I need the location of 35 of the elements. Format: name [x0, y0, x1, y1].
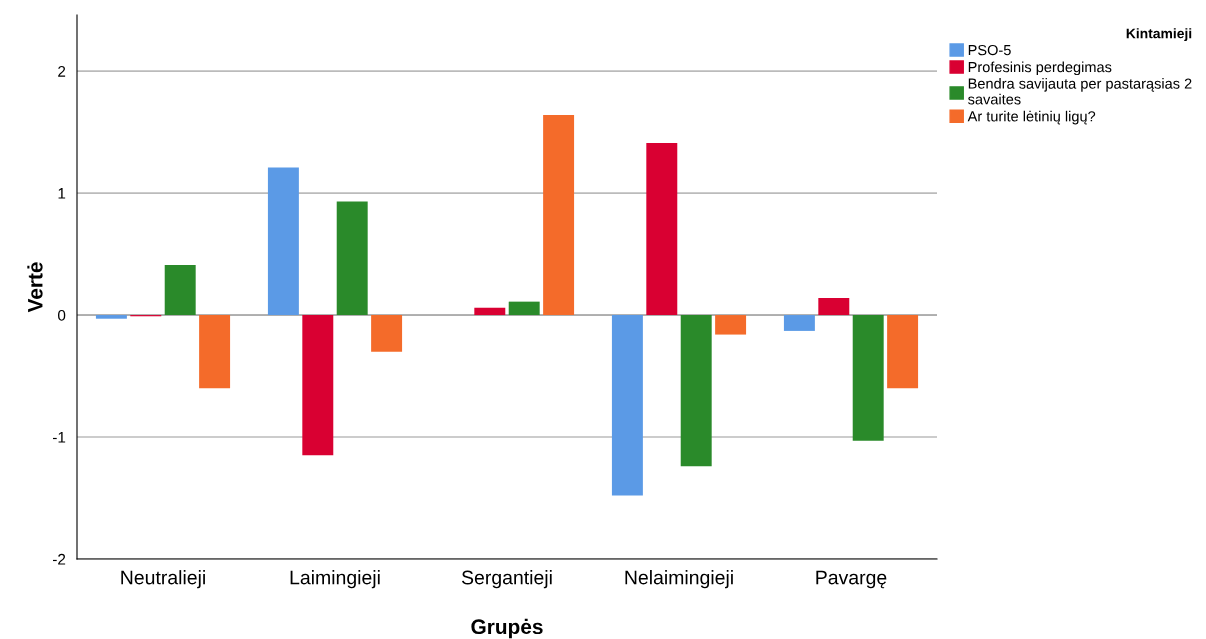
- bar: [611, 315, 643, 496]
- x-axis-title: Grupės: [471, 618, 543, 639]
- x-tick-label: Laimingieji: [290, 570, 380, 589]
- bar: [302, 315, 334, 456]
- y-tick-label: -1: [52, 432, 66, 443]
- bar: [164, 265, 196, 316]
- x-tick-label: Nelaimingieji: [625, 570, 733, 589]
- y-tick-label: 1: [58, 188, 66, 199]
- x-tick-label: Pavargę: [816, 570, 887, 589]
- legend-title: Kintamieji: [1126, 28, 1192, 42]
- legend-label: Bendra savijauta per pastarąsias 2 savaites: [968, 78, 1192, 105]
- bar: [680, 315, 712, 467]
- bar: [646, 143, 678, 316]
- legend-label: Ar turite lėtinių ligų?: [967, 110, 1096, 125]
- y-tick-label: 0: [57, 309, 66, 321]
- y-tick-label: 2: [58, 65, 66, 77]
- bar: [852, 315, 884, 441]
- x-tick-label: Sergantieji: [461, 570, 552, 589]
- bar: [199, 315, 231, 389]
- y-tick-label: -2: [52, 553, 66, 565]
- bar: [715, 315, 747, 335]
- legend-label: PSO-5: [968, 44, 1011, 56]
- y-axis-title: Vertė: [27, 262, 43, 313]
- bar: [371, 315, 403, 352]
- bar: [508, 301, 540, 316]
- bar: [783, 315, 815, 331]
- bar: [267, 167, 299, 316]
- bar: [543, 115, 575, 316]
- legend-label: Profesinis perdegimas: [968, 61, 1112, 76]
- bar: [95, 315, 127, 319]
- bar: [336, 201, 368, 316]
- bar: [887, 315, 919, 389]
- x-tick-label: Neutralieji: [121, 570, 205, 589]
- bar: [474, 307, 506, 316]
- bar: [818, 297, 850, 316]
